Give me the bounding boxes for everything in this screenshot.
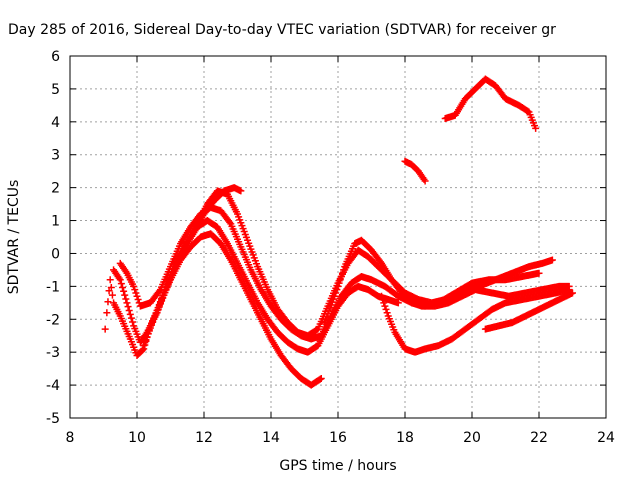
data-point	[334, 282, 342, 290]
data-point	[126, 310, 134, 318]
x-tick-label: 24	[597, 430, 615, 446]
data-point	[532, 124, 540, 132]
data-point	[116, 276, 124, 284]
x-tick-label: 10	[128, 430, 146, 446]
data-track	[481, 289, 576, 333]
data-track	[401, 157, 429, 185]
data-point	[101, 325, 109, 333]
data-point	[337, 272, 345, 280]
data-point	[130, 282, 138, 290]
data-point	[394, 299, 402, 307]
data-point	[226, 218, 234, 226]
data-point	[133, 292, 141, 300]
data-point	[123, 299, 131, 307]
data-points	[101, 75, 576, 389]
data-point	[340, 266, 348, 274]
data-track	[321, 236, 573, 327]
y-tick-label: 3	[51, 148, 60, 164]
data-point	[134, 296, 142, 304]
y-tick-label: 5	[51, 82, 60, 98]
data-point	[120, 287, 128, 295]
data-point	[569, 289, 576, 297]
data-track	[378, 286, 573, 356]
x-axis-label: GPS time / hours	[279, 458, 396, 474]
data-track	[140, 184, 245, 350]
data-point	[127, 314, 135, 322]
data-point	[129, 318, 137, 326]
data-point	[132, 289, 140, 297]
data-point	[335, 279, 343, 287]
y-tick-label: -5	[46, 411, 60, 427]
data-point	[121, 291, 129, 299]
data-point	[421, 177, 429, 185]
x-tick-label: 22	[530, 430, 548, 446]
data-point	[139, 346, 147, 354]
data-point	[317, 375, 325, 383]
data-point	[131, 286, 139, 294]
y-tick-label: -4	[46, 378, 60, 394]
data-point	[108, 291, 116, 299]
data-point	[381, 302, 389, 310]
data-point	[548, 256, 556, 264]
data-point	[338, 269, 346, 277]
data-point	[118, 283, 126, 291]
data-point	[125, 306, 133, 314]
data-point	[237, 187, 245, 195]
x-tick-label: 14	[262, 430, 280, 446]
y-tick-label: -1	[46, 279, 60, 295]
data-point	[155, 287, 163, 295]
y-tick-label: 0	[51, 246, 60, 262]
data-point	[124, 303, 132, 311]
x-tick-label: 8	[66, 430, 75, 446]
data-point	[336, 276, 344, 284]
data-point	[383, 309, 391, 317]
y-tick-label: 2	[51, 181, 60, 197]
y-tick-label: -3	[46, 345, 60, 361]
x-tick-label: 20	[463, 430, 481, 446]
y-tick-label: -2	[46, 312, 60, 328]
y-axis-label: SDTVAR / TECUs	[6, 180, 22, 295]
data-point	[117, 280, 125, 288]
x-tick-label: 12	[195, 430, 213, 446]
data-point	[122, 295, 130, 303]
data-point	[103, 309, 111, 317]
data-point	[382, 305, 390, 313]
data-point	[104, 298, 112, 306]
x-tick-label: 16	[329, 430, 347, 446]
data-point	[378, 292, 386, 300]
data-point	[106, 276, 114, 284]
data-point	[379, 296, 387, 304]
data-point	[331, 292, 339, 300]
y-tick-label: 4	[51, 115, 60, 131]
data-point	[380, 299, 388, 307]
data-point	[333, 286, 341, 294]
data-track	[441, 75, 540, 132]
data-point	[535, 269, 543, 277]
data-point	[107, 283, 115, 291]
x-tick-label: 18	[396, 430, 414, 446]
y-tick-label: 6	[51, 49, 60, 65]
data-point	[332, 289, 340, 297]
chart-title: Day 285 of 2016, Sidereal Day-to-day VTE…	[8, 22, 556, 38]
grid	[70, 56, 606, 418]
y-tick-label: 1	[51, 214, 60, 230]
data-track	[101, 230, 325, 389]
